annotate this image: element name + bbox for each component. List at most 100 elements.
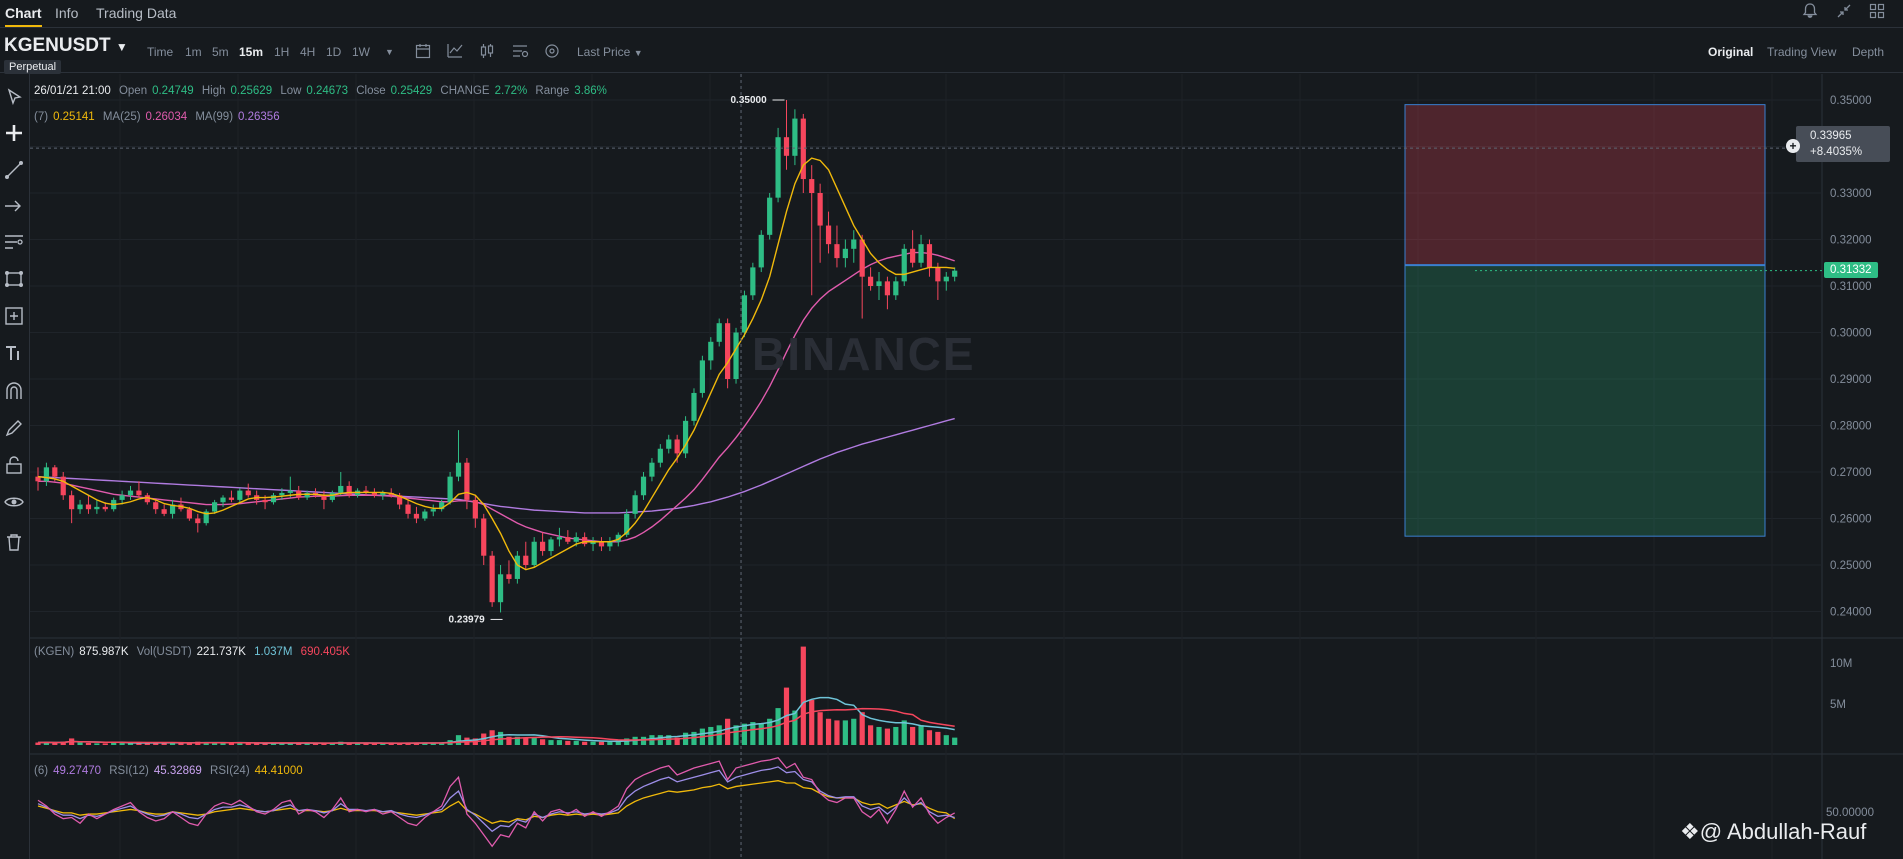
interval-5m[interactable]: 5m xyxy=(212,45,229,59)
candle-body xyxy=(876,281,882,286)
volume-bar xyxy=(556,740,563,745)
volume-bar xyxy=(35,742,41,745)
arrow-icon[interactable] xyxy=(3,195,25,217)
view-original[interactable]: Original xyxy=(1708,45,1754,59)
candle-body xyxy=(884,281,891,296)
candle-body xyxy=(640,476,647,496)
rsi12-value: 45.32869 xyxy=(153,765,202,777)
pattern-icon[interactable] xyxy=(3,268,25,290)
magnet-icon[interactable] xyxy=(3,380,25,402)
price-source-select[interactable]: Last Price ▼ xyxy=(577,45,643,59)
volume-bar xyxy=(321,742,327,745)
price-tick-label: 0.28000 xyxy=(1830,421,1872,433)
crosshair-pct: +8.4035% xyxy=(1810,146,1863,158)
price-tick-label: 0.35000 xyxy=(1830,95,1872,107)
rsi24-value: 44.41000 xyxy=(254,765,303,777)
symbol-selector[interactable]: KGENUSDT ▼ xyxy=(4,35,128,57)
eye-icon[interactable] xyxy=(3,491,25,513)
candle-body xyxy=(531,541,537,565)
layout-settings-icon[interactable] xyxy=(511,42,529,60)
ma99-line xyxy=(37,417,955,514)
volume-bar xyxy=(203,742,209,745)
tab-trading-data[interactable]: Trading Data xyxy=(96,5,177,21)
candle-body xyxy=(439,502,445,510)
ma7-line xyxy=(37,157,955,571)
volume-bar xyxy=(102,743,108,745)
volume-bar xyxy=(800,646,806,745)
candle-body xyxy=(565,537,571,542)
rsi12-path xyxy=(37,766,955,833)
diamond-logo-icon: ❖ xyxy=(1680,819,1700,844)
candle-body xyxy=(464,462,470,500)
volume-bars xyxy=(35,646,958,745)
volume-bar xyxy=(77,742,83,745)
pencil-icon[interactable] xyxy=(3,417,25,439)
price-tick-label: 0.24000 xyxy=(1830,607,1872,619)
candle-type-icon[interactable] xyxy=(478,42,496,60)
price-source-label: Last Price xyxy=(577,45,631,59)
candle-body xyxy=(809,179,815,193)
candle-body xyxy=(497,574,504,603)
volume-bar xyxy=(304,743,310,745)
fib-icon[interactable] xyxy=(3,231,25,253)
volume-tick-label: 10M xyxy=(1830,658,1852,670)
candle-body xyxy=(279,492,285,496)
trend-line-icon[interactable] xyxy=(3,159,25,181)
candle-body xyxy=(371,492,377,496)
volume-bar xyxy=(825,718,832,745)
candle-body xyxy=(657,448,663,463)
rsi6-path xyxy=(37,756,956,848)
trash-icon[interactable] xyxy=(3,531,25,553)
view-trading-view[interactable]: Trading View xyxy=(1767,45,1837,59)
position-stop-zone xyxy=(1404,264,1766,537)
candle-body xyxy=(682,420,689,454)
bell-icon[interactable] xyxy=(1801,2,1819,20)
cursor-icon[interactable] xyxy=(3,86,25,108)
collapse-icon[interactable] xyxy=(1835,2,1853,20)
volume-bar xyxy=(346,742,352,745)
candle-body xyxy=(380,492,386,496)
volume-bar xyxy=(506,736,512,745)
interval-1w[interactable]: 1W xyxy=(352,45,370,59)
view-depth[interactable]: Depth xyxy=(1852,45,1885,59)
position-tool[interactable] xyxy=(1404,104,1766,537)
interval-1h[interactable]: 1H xyxy=(274,45,290,59)
tab-chart[interactable]: Chart xyxy=(5,5,42,27)
price-tick-label: 0.25000 xyxy=(1830,560,1872,572)
ohlc-datetime: 26/01/21 21:00 xyxy=(34,85,111,97)
grid-layout-icon[interactable] xyxy=(1868,2,1886,20)
volume-bar xyxy=(910,726,916,745)
lock-icon[interactable] xyxy=(3,454,25,476)
volume-bar xyxy=(867,725,874,745)
candle-body xyxy=(397,495,403,505)
gear-icon[interactable] xyxy=(543,42,561,60)
interval-1d[interactable]: 1D xyxy=(326,45,342,59)
volume-bar xyxy=(237,742,243,745)
volume-bar xyxy=(354,743,361,745)
volume-bar xyxy=(901,720,907,745)
price-tick-label: 0.29000 xyxy=(1830,374,1872,386)
volume-bar xyxy=(548,740,554,745)
tab-info[interactable]: Info xyxy=(55,5,79,21)
add-alert-icon[interactable]: + xyxy=(1786,139,1800,153)
volume-bar xyxy=(212,742,218,745)
candle-body xyxy=(918,244,924,263)
candle-body xyxy=(935,267,941,282)
candle-body xyxy=(85,504,92,510)
candle-body xyxy=(800,118,806,180)
text-icon[interactable] xyxy=(3,342,25,364)
interval-4h[interactable]: 4H xyxy=(300,45,316,59)
crosshair-price-tag: + 0.33965 +8.4035% xyxy=(1786,126,1890,162)
interval-time[interactable]: Time xyxy=(147,45,174,59)
indicators-icon[interactable] xyxy=(446,42,464,60)
more-intervals-icon[interactable]: ▼ xyxy=(385,47,394,57)
crosshair-icon[interactable] xyxy=(3,122,25,144)
interval-1m[interactable]: 1m xyxy=(185,45,202,59)
measure-icon[interactable] xyxy=(3,305,25,327)
interval-15m[interactable]: 15m xyxy=(239,45,264,59)
calendar-icon[interactable] xyxy=(414,42,432,60)
price-tick-label: 0.31000 xyxy=(1830,281,1872,293)
rsi-legend: (6) 49.27470 RSI(12) 45.32869 RSI(24) 44.41… xyxy=(34,765,308,777)
